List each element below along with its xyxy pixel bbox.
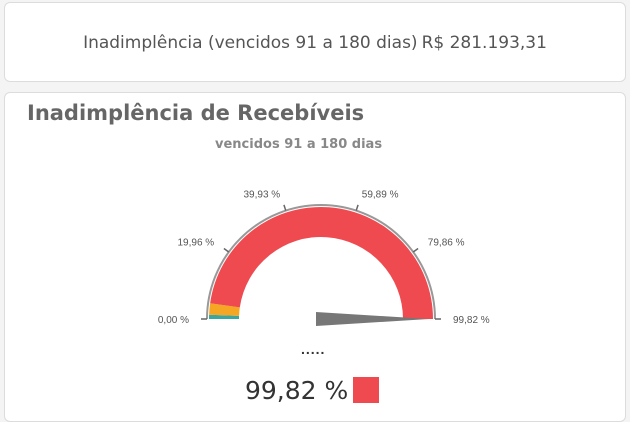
gauge-tick-1 (223, 247, 230, 253)
gauge-tick-4 (412, 247, 419, 253)
gauge-band-2 (210, 207, 434, 319)
gauge-band-1 (209, 303, 240, 316)
gauge-axis-arc (206, 204, 436, 320)
kpi-label: Inadimplência (vencidos 91 a 180 dias) (83, 33, 418, 53)
gauge-tick-label-5: 99,82 % (453, 315, 490, 326)
gauge-band-0 (209, 314, 240, 319)
gauge-tick-label-3: 59,89 % (362, 189, 399, 200)
value-separator-dots: ..... (301, 341, 326, 357)
gauge-tick-2 (283, 204, 287, 211)
gauge-value-label: 99,82 % (245, 375, 349, 405)
kpi-value: R$ 281.193,31 (421, 33, 547, 53)
gauge-tick-label-4: 79,86 % (428, 237, 465, 248)
chart-title: Inadimplência de Recebíveis (27, 101, 365, 125)
gauge-value-swatch (353, 377, 380, 403)
chart-subtitle: vencidos 91 a 180 dias (215, 137, 383, 152)
gauge-tick-label-0: 0,00 % (158, 315, 189, 326)
gauge-chart-card: Inadimplência de Recebíveis vencidos 91 … (4, 92, 626, 422)
gauge-tick-label-2: 39,93 % (244, 189, 281, 200)
gauge-value-display: 99,82 % (245, 373, 380, 407)
gauge-needle (316, 312, 429, 326)
gauge-tick-label-1: 19,96 % (177, 237, 214, 248)
kpi-card: Inadimplência (vencidos 91 a 180 dias) R$… (4, 2, 626, 82)
kpi-line: Inadimplência (vencidos 91 a 180 dias) R$… (5, 33, 625, 53)
gauge-tick-3 (355, 204, 359, 211)
gauge-svg: 0,00 % 19,96 % 39,93 % 59,89 % 79,86 % 99,82 … (158, 189, 490, 326)
